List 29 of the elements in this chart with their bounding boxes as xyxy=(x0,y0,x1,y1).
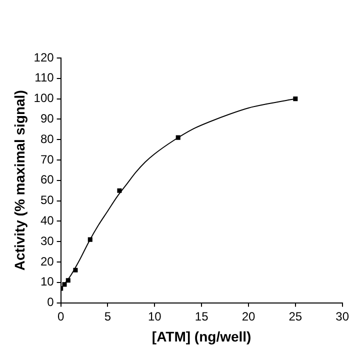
x-tick-label: 20 xyxy=(242,309,256,324)
y-tick-label: 60 xyxy=(40,172,54,187)
x-axis-title: [ATM] (ng/well) xyxy=(152,328,252,344)
point xyxy=(73,268,78,272)
y-tick-label: 100 xyxy=(34,91,54,106)
x-tick-label: 0 xyxy=(57,309,64,324)
y-tick-label: 80 xyxy=(40,132,54,146)
y-axis-title: Activity (% maximal signal) xyxy=(11,90,28,271)
x-tick-label: 30 xyxy=(336,309,350,324)
x-tick-label: 5 xyxy=(104,309,112,324)
point xyxy=(293,96,298,102)
y-tick-label: 30 xyxy=(40,234,54,248)
y-tick-label: 70 xyxy=(40,152,54,166)
point xyxy=(176,135,180,140)
y-tick-label: 90 xyxy=(40,112,54,126)
x-tick-label: 15 xyxy=(194,309,209,324)
x-tick-label: 10 xyxy=(148,309,162,324)
point xyxy=(88,237,92,242)
point xyxy=(117,188,122,193)
y-tick-label: 110 xyxy=(34,70,54,85)
x-tick-label: 25 xyxy=(288,309,302,324)
point xyxy=(62,282,67,287)
y-tick-label: 10 xyxy=(40,274,54,289)
point xyxy=(66,278,70,283)
y-tick-label: 50 xyxy=(40,193,54,208)
y-tick-label: 0 xyxy=(47,295,54,310)
y-tick-label: 120 xyxy=(34,50,54,64)
y-tick-label: 40 xyxy=(40,214,54,228)
y-tick-label: 20 xyxy=(40,254,54,268)
